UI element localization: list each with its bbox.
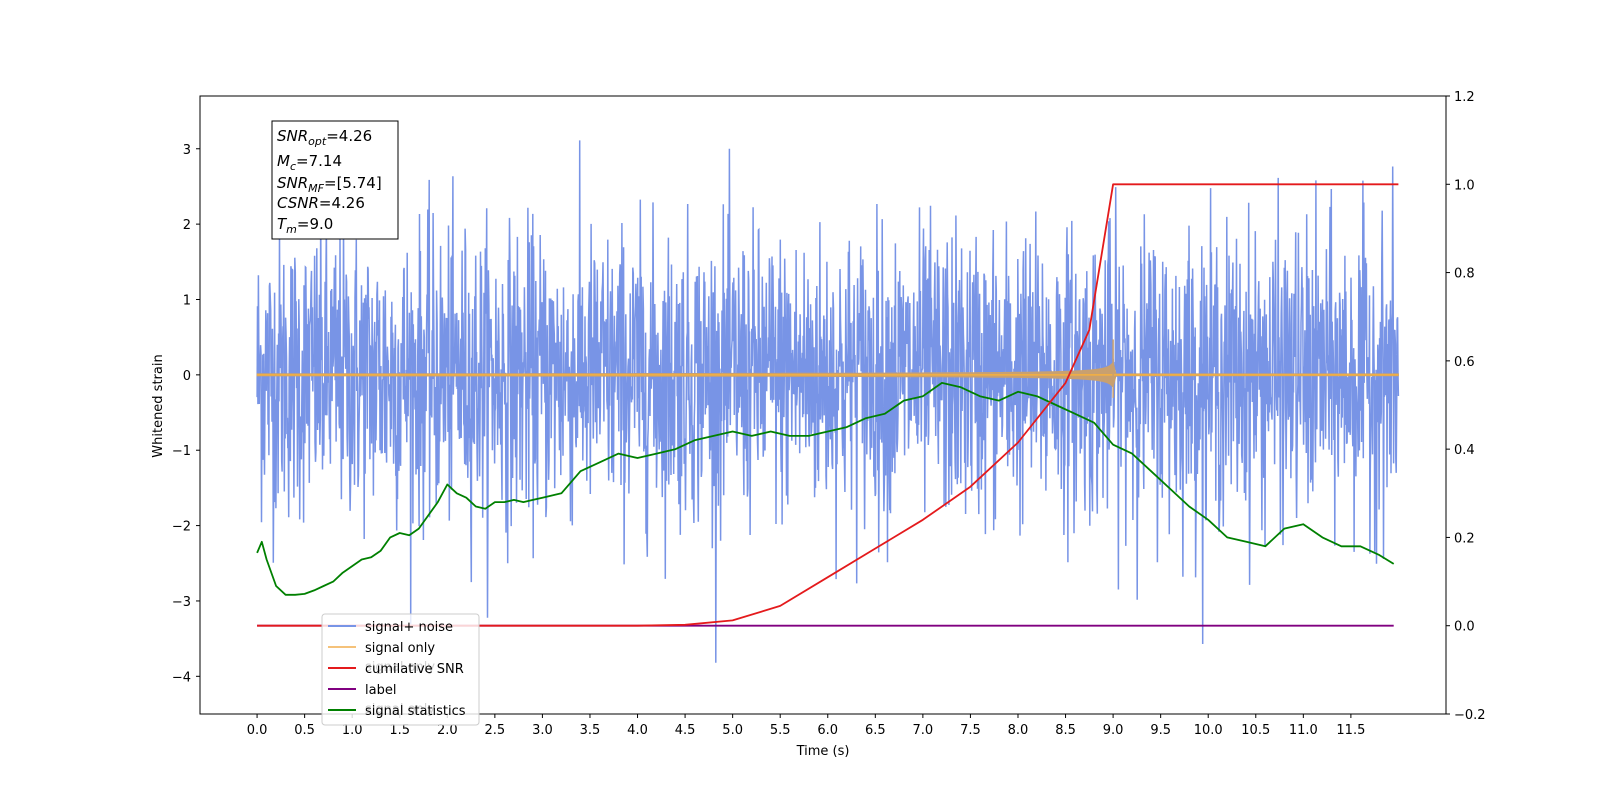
y-axis-left: 3 2 1 0 −1 −2 −3 −4 xyxy=(172,143,200,685)
x-tick-label: 2.5 xyxy=(485,723,506,738)
x-tick-label: 4.0 xyxy=(627,723,648,738)
y-tick-label-right: 0.8 xyxy=(1454,267,1475,282)
signal-noise-series xyxy=(256,140,1400,663)
legend-label-signal-only: signal only xyxy=(365,641,435,656)
x-tick-label: 10.0 xyxy=(1194,723,1223,738)
annotation-snr-opt: SNRopt=4.26 xyxy=(277,127,372,148)
y-tick-label-right: 0.4 xyxy=(1454,443,1475,458)
y-tick-label-right: 0.2 xyxy=(1454,531,1475,546)
x-tick-label: 11.5 xyxy=(1336,723,1365,738)
legend-label-signal-statistics: signal statistics xyxy=(365,704,466,719)
legend-label-cumulative-snr: cumilative SNR xyxy=(365,662,464,677)
plot-frame xyxy=(199,95,1447,715)
signal-statistics-line xyxy=(256,382,1395,596)
x-tick-label: 9.5 xyxy=(1150,723,1171,738)
x-tick-label: 7.5 xyxy=(960,723,981,738)
y-tick-label-left: 3 xyxy=(183,143,191,158)
y-tick-label-right: 1.0 xyxy=(1454,178,1475,193)
y-tick-label-left: −2 xyxy=(172,520,191,535)
y-tick-label-left: −4 xyxy=(172,670,191,685)
x-tick-label: 8.5 xyxy=(1055,723,1076,738)
x-tick-label: 0.0 xyxy=(247,723,268,738)
annotation-csnr: CSNR=4.26 xyxy=(277,194,365,212)
y-tick-label-right: 1.2 xyxy=(1454,90,1475,105)
annotation-snr-mf: SNRMF=[5.74] xyxy=(277,174,382,195)
y-tick-label-left: 0 xyxy=(183,369,191,384)
x-tick-label: 11.0 xyxy=(1289,723,1318,738)
y-tick-label-left: 2 xyxy=(183,218,191,233)
signal-only-series xyxy=(256,339,1399,398)
annotation-tm: Tm=9.0 xyxy=(277,215,333,236)
annotation-mc: Mc=7.14 xyxy=(277,152,342,173)
x-tick-label: 5.0 xyxy=(722,723,743,738)
x-tick-label: 6.0 xyxy=(817,723,838,738)
x-tick-label: 7.0 xyxy=(913,723,934,738)
x-axis-label: Time (s) xyxy=(796,744,850,759)
signal-noise-line xyxy=(256,140,1400,663)
x-tick-label: 0.5 xyxy=(294,723,315,738)
y-axis-right: 1.2 1.0 0.8 0.6 0.4 0.2 0.0 −0.2 xyxy=(1446,90,1486,723)
cumulative-snr-line xyxy=(257,183,1399,627)
legend-ghost-text: signal only xyxy=(365,660,435,675)
y-tick-label-right: −0.2 xyxy=(1454,708,1486,723)
x-axis: 0.0 0.5 1.0 1.5 2.0 2.5 3.0 3.5 4.0 4.5 5.0 5.5 6.0 6… xyxy=(247,714,1365,738)
x-tick-label: 10.5 xyxy=(1241,723,1270,738)
y-tick-label-left: −3 xyxy=(172,595,191,610)
legend-ghost-text: signal only xyxy=(365,702,435,717)
x-tick-label: 2.0 xyxy=(437,723,458,738)
y-tick-label-right: 0.6 xyxy=(1454,355,1475,370)
legend: signal only signal only signal+ noise si… xyxy=(321,613,480,726)
y-tick-label-left: 1 xyxy=(183,293,191,308)
y-tick-label-right: 0.0 xyxy=(1454,620,1475,635)
x-tick-label: 5.5 xyxy=(770,723,791,738)
legend-label-signal-noise: signal+ noise xyxy=(365,620,453,635)
x-tick-label: 9.0 xyxy=(1103,723,1124,738)
plot-area xyxy=(256,140,1400,663)
x-tick-label: 8.0 xyxy=(1008,723,1029,738)
annotation-box: SNRopt=4.26 Mc=7.14 SNRMF=[5.74] CSNR=4.… xyxy=(271,120,399,240)
x-tick-label: 3.0 xyxy=(532,723,553,738)
x-tick-label: 6.5 xyxy=(865,723,886,738)
y-tick-label-left: −1 xyxy=(172,444,191,459)
x-tick-label: 3.5 xyxy=(580,723,601,738)
x-tick-label: 4.5 xyxy=(675,723,696,738)
legend-label-label: label xyxy=(365,683,396,698)
y-axis-label-left: Whitened strain xyxy=(151,354,166,457)
x-tick-label: 1.5 xyxy=(389,723,410,738)
x-tick-label: 1.0 xyxy=(342,723,363,738)
